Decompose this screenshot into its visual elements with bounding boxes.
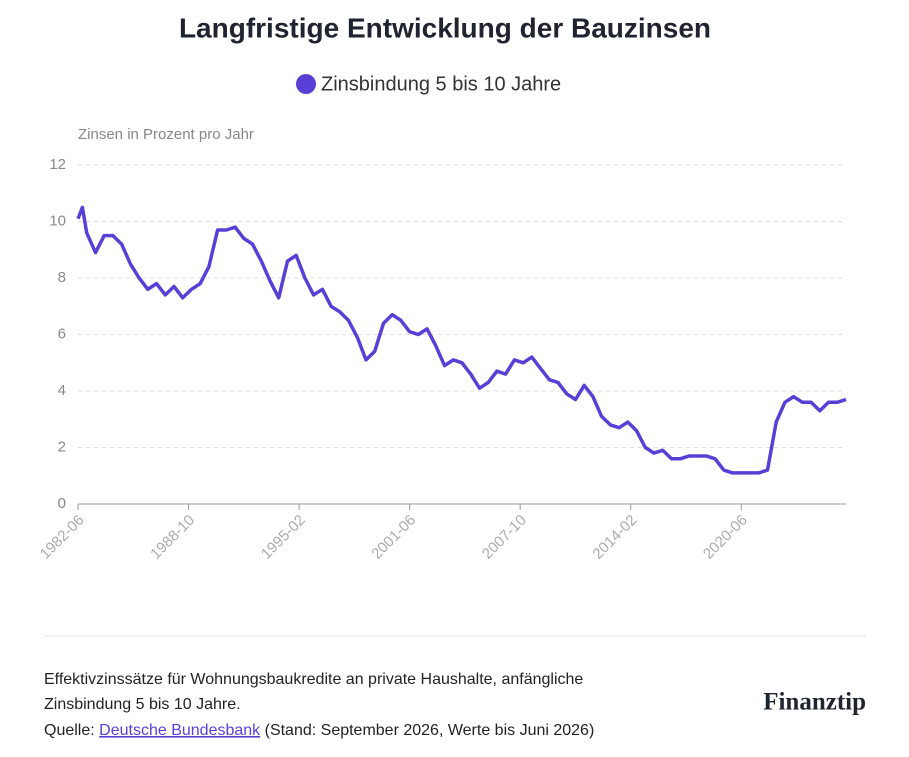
source-link[interactable]: Deutsche Bundesbank	[99, 722, 261, 739]
x-tick-label: 1995-02	[258, 512, 309, 563]
source-suffix: (Stand: September 2026, Werte bis Juni 2…	[265, 722, 595, 739]
y-tick-label: 10	[49, 212, 66, 229]
x-tick-label: 1982-06	[37, 512, 88, 563]
y-tick-label: 0	[58, 495, 66, 512]
caption: Effektivzinssätze für Wohnungsbaukredite…	[44, 671, 583, 688]
logo: Finanztip	[763, 689, 866, 716]
y-tick-label: 2	[58, 438, 66, 455]
chart-title: Langfristige Entwicklung der Bauzinsen	[179, 12, 711, 43]
y-tick-label: 6	[58, 325, 66, 342]
x-tick-label: 2014-02	[589, 512, 640, 563]
source: Quelle: Deutsche Bundesbank (Stand: Sept…	[44, 722, 594, 739]
x-tick-label: 2001-06	[368, 512, 419, 563]
y-axis-label: Zinsen in Prozent pro Jahr	[78, 126, 254, 143]
legend-marker	[296, 74, 316, 94]
source-prefix: Quelle:	[44, 722, 95, 739]
line	[76, 205, 847, 475]
x-tick-label: 2007-10	[479, 512, 530, 563]
caption: Zinsbindung 5 bis 10 Jahre.	[44, 696, 241, 713]
legend-label: Zinsbindung 5 bis 10 Jahre	[321, 73, 561, 95]
y-tick-label: 12	[49, 156, 66, 173]
y-tick-label: 4	[58, 382, 66, 399]
x-tick-label: 1988-10	[147, 512, 198, 563]
x-tick-label: 2020-06	[700, 512, 751, 563]
y-tick-label: 8	[58, 269, 66, 286]
